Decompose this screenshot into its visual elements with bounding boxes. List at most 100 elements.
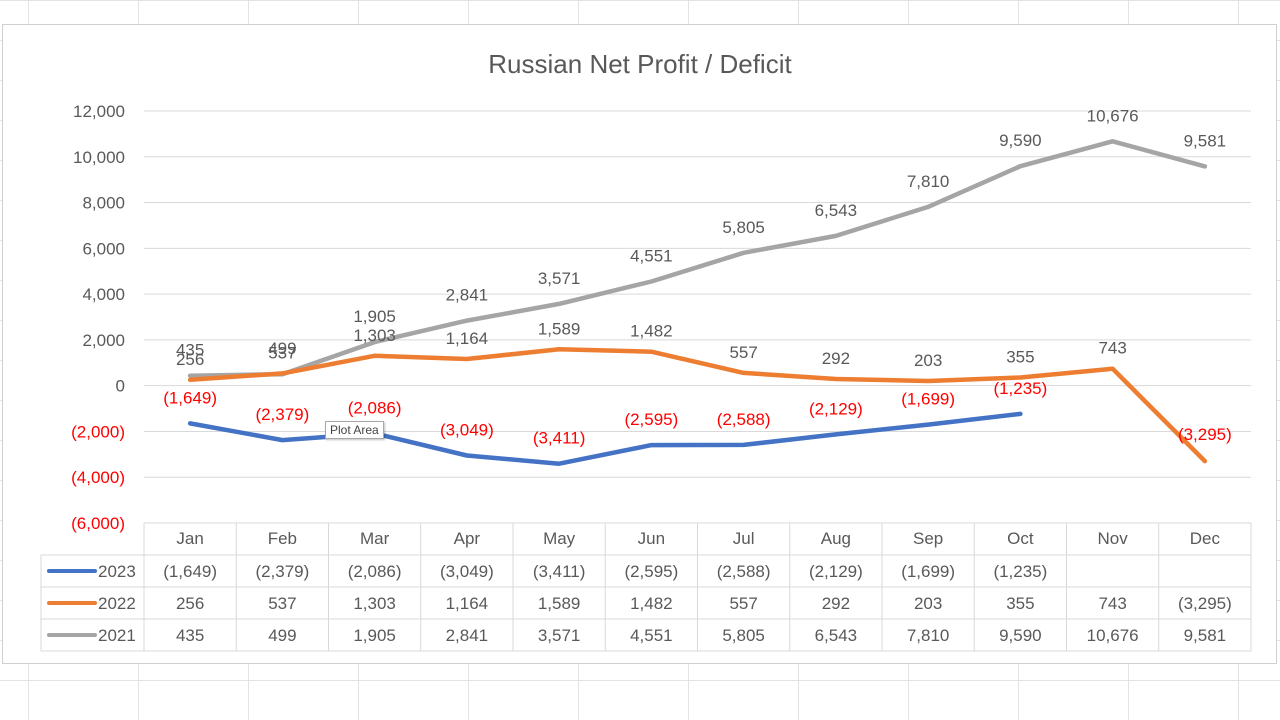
y-tick-label: 8,000 [82,194,125,213]
table-cell: 6,543 [815,626,858,645]
y-tick-label: (2,000) [71,422,125,441]
table-cell: (2,129) [809,562,863,581]
legend-label: 2023 [98,562,136,581]
x-tick-label: Mar [360,529,390,548]
table-cell: 1,905 [353,626,396,645]
data-label: 7,810 [907,172,950,191]
table-cell: 2,841 [446,626,489,645]
table-cell: (1,649) [163,562,217,581]
data-label: 435 [176,341,204,360]
data-label: (1,235) [993,379,1047,398]
x-tick-label: Jan [176,529,203,548]
table-cell: 1,303 [353,594,396,613]
table-cell: 203 [914,594,942,613]
data-label: 499 [268,339,296,358]
y-tick-label: (6,000) [71,514,125,533]
table-cell: 4,551 [630,626,673,645]
data-label: 256 [176,350,204,369]
table-cell: (2,595) [624,562,678,581]
legend-label: 2022 [98,594,136,613]
table-cell: 355 [1006,594,1034,613]
chart-title: Russian Net Profit / Deficit [488,49,792,79]
x-tick-label: Sep [913,529,943,548]
data-label: (2,086) [348,398,402,417]
data-label: 9,581 [1184,131,1227,150]
x-tick-label: Feb [268,529,297,548]
table-cell: (3,411) [533,562,586,581]
data-label: 2,841 [446,286,489,305]
data-label: (3,295) [1178,425,1232,444]
table-cell: 499 [268,626,296,645]
x-tick-label: Jun [638,529,665,548]
data-label: 743 [1098,339,1126,358]
table-cell: 292 [822,594,850,613]
data-label: 4,551 [630,246,673,265]
data-label: 1,482 [630,322,673,341]
y-tick-label: 2,000 [82,331,125,350]
table-cell: (1,235) [993,562,1047,581]
y-tick-label: (4,000) [71,468,125,487]
data-label: (1,699) [901,390,955,409]
table-cell: 256 [176,594,204,613]
table-cell: 9,590 [999,626,1042,645]
table-cell: 5,805 [722,626,765,645]
y-tick-label: 12,000 [73,102,125,121]
series-line-2022 [187,347,1208,464]
y-tick-label: 0 [116,377,125,396]
x-tick-label: Jul [733,529,755,548]
y-tick-label: 6,000 [82,239,125,258]
series-line-2023 [187,411,1023,466]
data-label: 292 [822,349,850,368]
data-label: 1,589 [538,319,581,338]
table-cell: 1,164 [446,594,489,613]
table-cell: (3,295) [1178,594,1232,613]
data-label: (3,411) [533,429,586,448]
data-label: 355 [1006,348,1034,367]
chart-area[interactable]: Russian Net Profit / Deficit 12,000 10,000… [2,24,1277,664]
data-label: (2,129) [809,399,863,418]
x-tick-label: May [543,529,576,548]
data-label: (2,595) [624,410,678,429]
table-cell: 3,571 [538,626,581,645]
table-cell: 7,810 [907,626,950,645]
table-cell: 743 [1098,594,1126,613]
x-tick-label: Aug [821,529,851,548]
line-chart[interactable]: Russian Net Profit / Deficit 12,000 10,000… [3,25,1278,665]
table-cell: 1,589 [538,594,581,613]
data-label: 9,590 [999,131,1042,150]
x-tick-label: Dec [1190,529,1221,548]
plot-area-tooltip: Plot Area [325,421,384,439]
x-tick-label: Oct [1007,529,1034,548]
data-label: 3,571 [538,269,581,288]
table-cell: (2,086) [348,562,402,581]
data-label: 557 [729,343,757,362]
table-cell: (3,049) [440,562,494,581]
legend-label: 2021 [98,626,136,645]
data-label: 5,805 [722,218,765,237]
data-label: (2,588) [717,410,771,429]
table-cell: (2,588) [717,562,771,581]
data-label: 537 [268,343,296,362]
table-cell: 557 [729,594,757,613]
y-tick-label: 4,000 [82,285,125,304]
table-cell: 9,581 [1184,626,1227,645]
data-label: 6,543 [815,201,858,220]
y-tick-label: 10,000 [73,148,125,167]
table-cell: 435 [176,626,204,645]
x-tick-label: Nov [1098,529,1129,548]
series-line-2021 [187,139,1208,378]
data-label: 10,676 [1087,106,1139,125]
table-cell: 1,482 [630,594,673,613]
data-label: 203 [914,351,942,370]
data-label: 1,164 [446,329,489,348]
table-cell: (1,699) [901,562,955,581]
data-label: (3,049) [440,420,494,439]
table-cell: (2,379) [255,562,309,581]
data-label: 1,303 [353,326,396,345]
table-cell: 537 [268,594,296,613]
x-tick-label: Apr [454,529,481,548]
data-label: (2,379) [255,405,309,424]
data-label: (1,649) [163,388,217,407]
data-label: 1,905 [353,307,396,326]
table-cell: 10,676 [1087,626,1139,645]
